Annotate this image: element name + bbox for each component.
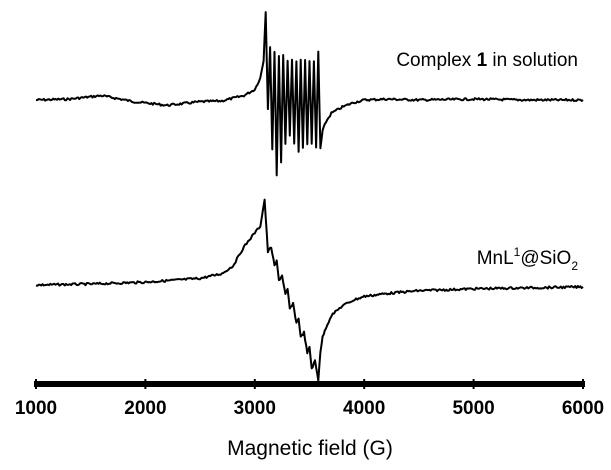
- x-axis: 1000 2000 3000 4000 5000 6000: [15, 379, 604, 419]
- x-tick-label: 1000: [15, 398, 57, 419]
- x-axis-title: Magnetic field (G): [227, 437, 393, 460]
- series-line-1: [35, 11, 584, 177]
- series-label-mnl1-sio2: MnL1@SiO2: [477, 245, 579, 273]
- series-labels: Complex 1 in solution MnL1@SiO2: [396, 50, 578, 273]
- series-line-2: [35, 198, 584, 382]
- x-tick-label: 6000: [562, 398, 604, 419]
- x-ticks: 1000 2000 3000 4000 5000 6000: [15, 379, 604, 419]
- x-tick-label: 3000: [234, 398, 276, 419]
- x-tick-label: 5000: [452, 398, 494, 419]
- spectrum-traces: [35, 11, 584, 382]
- x-tick-label: 4000: [343, 398, 385, 419]
- series-label-complex-1: Complex 1 in solution: [396, 50, 578, 71]
- x-tick-label: 2000: [124, 398, 166, 419]
